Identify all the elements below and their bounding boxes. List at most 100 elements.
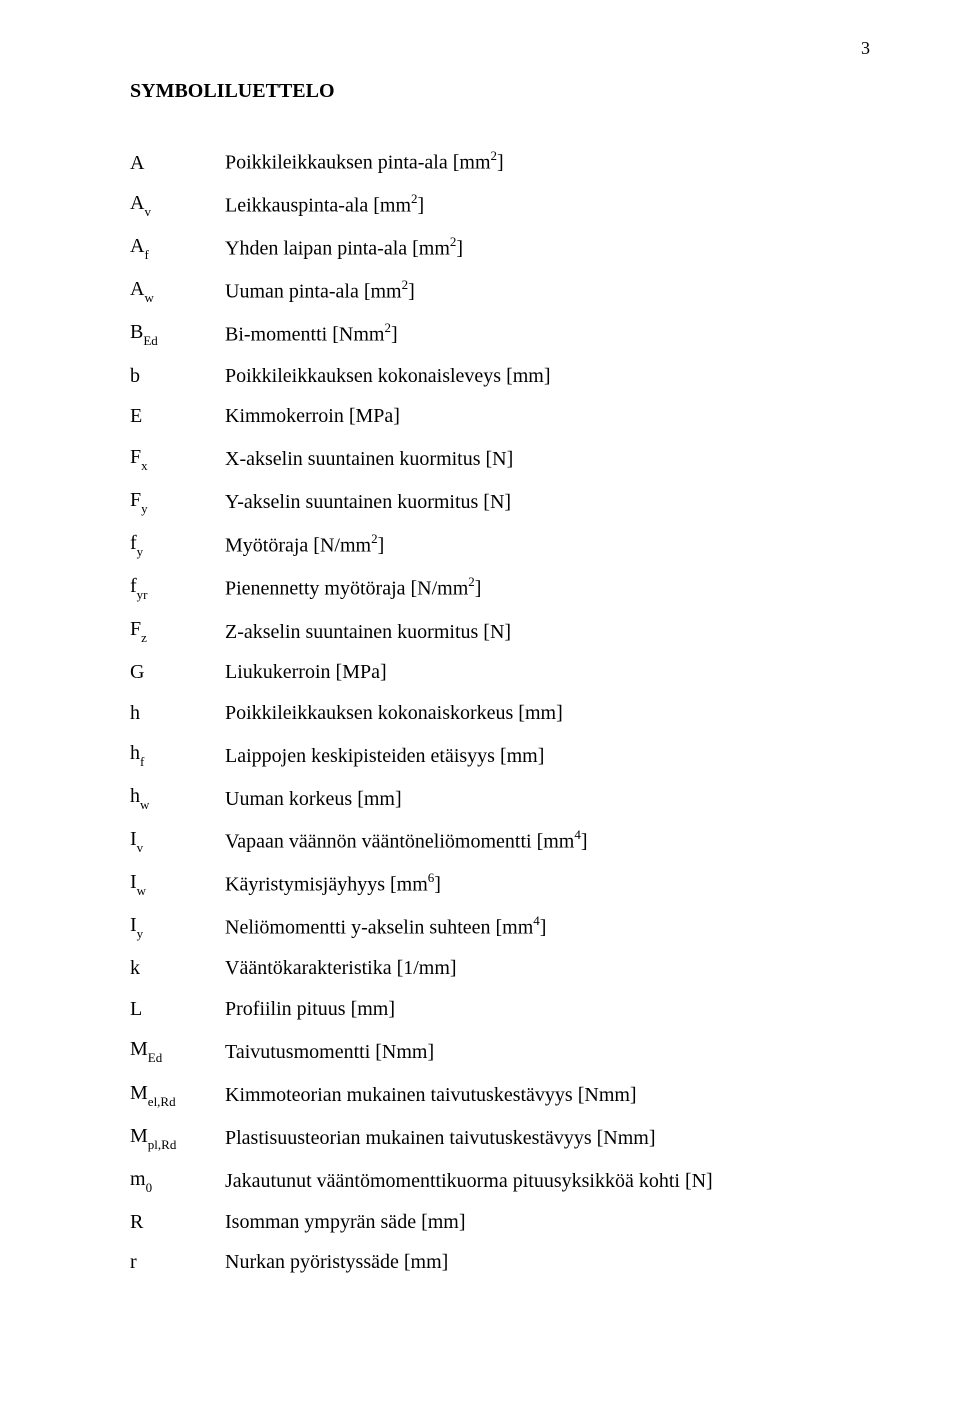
document-page: 3 SYMBOLILUETTELO APoikkileikkauksen pin…: [0, 0, 960, 1420]
description-cell: Profiilin pituus [mm]: [225, 997, 870, 1021]
description-cell: Myötöraja [N/mm2]: [225, 532, 870, 558]
description-cell: Z-akselin suuntainen kuormitus [N]: [225, 620, 870, 644]
symbol-row: kVääntökarakteristika [1/mm]: [130, 956, 870, 980]
description-text: Neliömomentti y-akselin suhteen [mm: [225, 917, 533, 939]
symbol-row: AvLeikkauspinta-ala [mm2]: [130, 191, 870, 218]
description-text: Laippojen keskipisteiden etäisyys [mm]: [225, 745, 544, 767]
description-text-post: ]: [391, 324, 398, 346]
symbol-cell: Iw: [130, 870, 225, 897]
description-cell: X-akselin suuntainen kuormitus [N]: [225, 447, 870, 471]
description-cell: Liukukerroin [MPa]: [225, 660, 870, 684]
description-superscript: 2: [371, 531, 378, 546]
description-cell: Isomman ympyrän säde [mm]: [225, 1210, 870, 1234]
description-text: Kimmoteorian mukainen taivutuskestävyys …: [225, 1084, 637, 1106]
symbol-subscript: el,Rd: [148, 1094, 176, 1109]
description-cell: Uuman pinta-ala [mm2]: [225, 278, 870, 304]
description-text: Nurkan pyöristyssäde [mm]: [225, 1251, 448, 1273]
symbol-base: f: [130, 575, 137, 597]
symbol-subscript: yr: [137, 587, 148, 602]
symbol-base: m: [130, 1168, 146, 1190]
description-text: Pienennetty myötöraja [N/mm: [225, 577, 468, 599]
symbol-cell: r: [130, 1250, 225, 1274]
description-superscript: 2: [411, 191, 418, 206]
symbol-subscript: Ed: [143, 333, 157, 348]
description-text: Y-akselin suuntainen kuormitus [N]: [225, 491, 511, 513]
symbol-row: h Poikkileikkauksen kokonaiskorkeus [mm]: [130, 701, 870, 725]
description-superscript: 2: [491, 148, 498, 163]
symbol-cell: fyr: [130, 574, 225, 601]
symbol-subscript: y: [137, 544, 144, 559]
symbol-subscript: y: [141, 501, 148, 516]
symbol-row: FxX-akselin suuntainen kuormitus [N]: [130, 445, 870, 472]
description-superscript: 4: [574, 827, 581, 842]
symbol-subscript: v: [144, 204, 151, 219]
description-text: X-akselin suuntainen kuormitus [N]: [225, 448, 513, 470]
symbol-base: k: [130, 957, 140, 979]
description-text-post: ]: [418, 195, 425, 217]
symbol-base: A: [130, 278, 144, 300]
symbol-row: BEdBi-momentti [Nmm2]: [130, 320, 870, 347]
description-text: Leikkauspinta-ala [mm: [225, 195, 411, 217]
symbol-base: A: [130, 192, 144, 214]
symbol-cell: A: [130, 151, 225, 175]
description-cell: Neliömomentti y-akselin suhteen [mm4]: [225, 914, 870, 940]
description-cell: Jakautunut vääntömomenttikuorma pituusyk…: [225, 1169, 870, 1193]
symbol-base: I: [130, 828, 137, 850]
description-superscript: 2: [384, 320, 391, 335]
symbol-cell: Av: [130, 191, 225, 218]
symbol-cell: Mel,Rd: [130, 1081, 225, 1108]
symbol-cell: E: [130, 404, 225, 428]
description-text-post: ]: [540, 917, 547, 939]
symbol-base: B: [130, 321, 143, 343]
symbol-row: Mpl,RdPlastisuusteorian mukainen taivutu…: [130, 1124, 870, 1151]
description-text-post: ]: [456, 238, 463, 260]
symbol-cell: BEd: [130, 320, 225, 347]
symbol-base: L: [130, 998, 142, 1020]
symbol-row: IyNeliömomentti y-akselin suhteen [mm4]: [130, 913, 870, 940]
symbol-row: GLiukukerroin [MPa]: [130, 660, 870, 684]
description-cell: Poikkileikkauksen kokonaiskorkeus [mm]: [225, 701, 870, 725]
description-text: Poikkileikkauksen kokonaisleveys [mm]: [225, 365, 551, 387]
symbol-row: L Profiilin pituus [mm]: [130, 997, 870, 1021]
description-cell: Taivutusmomentti [Nmm]: [225, 1040, 870, 1064]
description-text-post: ]: [408, 281, 415, 303]
symbol-row: MEdTaivutusmomentti [Nmm]: [130, 1037, 870, 1064]
symbol-cell: Af: [130, 234, 225, 261]
description-text: Taivutusmomentti [Nmm]: [225, 1041, 434, 1063]
description-text: Bi-momentti [Nmm: [225, 324, 384, 346]
symbol-subscript: f: [144, 247, 148, 262]
description-superscript: 2: [450, 234, 457, 249]
symbol-row: IvVapaan väännön vääntöneliömomentti [mm…: [130, 827, 870, 854]
symbol-base: h: [130, 702, 140, 724]
symbol-base: F: [130, 489, 141, 511]
symbol-cell: Fx: [130, 445, 225, 472]
description-superscript: 6: [428, 870, 435, 885]
symbol-subscript: y: [137, 926, 144, 941]
symbol-subscript: Ed: [148, 1050, 162, 1065]
symbol-row: AwUuman pinta-ala [mm2]: [130, 277, 870, 304]
description-cell: Plastisuusteorian mukainen taivutuskestä…: [225, 1126, 870, 1150]
symbol-base: b: [130, 365, 140, 387]
symbol-subscript: f: [140, 754, 144, 769]
symbol-base: r: [130, 1251, 137, 1273]
symbol-base: F: [130, 446, 141, 468]
description-text-post: ]: [497, 152, 504, 174]
description-cell: Kimmokerroin [MPa]: [225, 404, 870, 428]
description-text-post: ]: [581, 831, 588, 853]
description-cell: Uuman korkeus [mm]: [225, 787, 870, 811]
symbol-row: b Poikkileikkauksen kokonaisleveys [mm]: [130, 364, 870, 388]
page-number: 3: [861, 38, 870, 59]
symbol-cell: fy: [130, 531, 225, 558]
symbol-base: h: [130, 742, 140, 764]
description-text: Kimmokerroin [MPa]: [225, 405, 400, 427]
symbol-subscript: x: [141, 458, 148, 473]
symbol-base: A: [130, 152, 144, 174]
description-text: Isomman ympyrän säde [mm]: [225, 1211, 466, 1233]
description-text: Uuman korkeus [mm]: [225, 788, 402, 810]
symbol-row: APoikkileikkauksen pinta-ala [mm2]: [130, 149, 870, 175]
symbol-subscript: z: [141, 630, 147, 645]
description-cell: Yhden laipan pinta-ala [mm2]: [225, 235, 870, 261]
description-cell: Pienennetty myötöraja [N/mm2]: [225, 575, 870, 601]
symbol-row: r Nurkan pyöristyssäde [mm]: [130, 1250, 870, 1274]
symbol-row: FzZ-akselin suuntainen kuormitus [N]: [130, 617, 870, 644]
